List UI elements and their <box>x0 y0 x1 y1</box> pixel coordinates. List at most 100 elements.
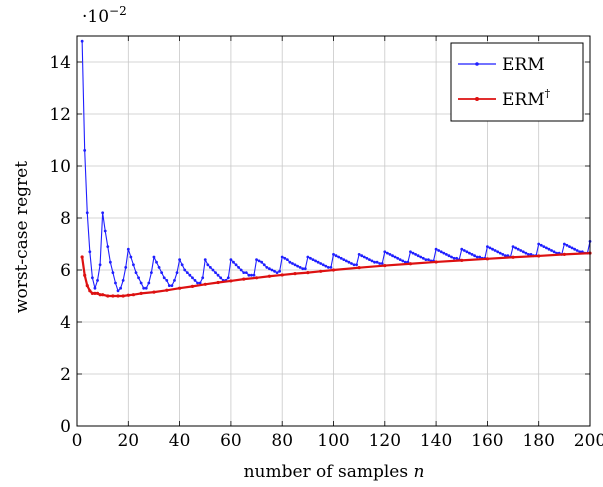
y-tick-label: 14 <box>49 53 71 73</box>
data-point-erm <box>191 276 194 280</box>
data-point-erm <box>537 242 541 246</box>
data-point-erm <box>196 281 199 285</box>
data-point-erm <box>173 279 176 282</box>
data-point-erm <box>352 263 356 267</box>
data-point-erm <box>550 249 553 252</box>
data-point-erm <box>398 258 402 261</box>
data-point-erm <box>493 249 497 252</box>
data-point-erm-dagger <box>383 263 387 268</box>
data-point-erm <box>416 254 420 258</box>
data-point-erm <box>542 245 546 249</box>
data-point-erm-dagger <box>216 280 220 285</box>
data-point-erm-dagger <box>267 274 271 278</box>
data-point-erm-dagger <box>139 291 143 295</box>
data-point-erm <box>229 258 233 261</box>
data-point-erm-dagger <box>88 289 92 293</box>
data-point-erm <box>391 254 394 258</box>
data-point-erm-dagger <box>101 293 105 297</box>
data-point-erm <box>280 255 284 259</box>
data-point-erm <box>203 258 207 261</box>
legend-label-erm-dagger-text: ERM <box>502 90 545 110</box>
data-point-erm <box>439 250 443 254</box>
x-tick-label: 160 <box>471 431 503 451</box>
data-point-erm <box>147 281 151 285</box>
data-point-erm <box>260 260 264 264</box>
data-point-erm <box>193 279 197 282</box>
data-point-erm <box>516 247 520 251</box>
data-point-erm <box>529 253 533 256</box>
data-point-erm <box>167 284 171 287</box>
data-point-erm <box>247 273 251 277</box>
data-point-erm <box>98 263 102 267</box>
data-point-erm <box>288 260 292 264</box>
data-point-erm <box>275 271 279 274</box>
y-tick-label: 10 <box>49 157 71 177</box>
x-tick-label: 200 <box>574 431 603 451</box>
data-point-erm-dagger <box>126 293 130 297</box>
data-point-erm <box>155 260 158 264</box>
x-tick-label: 80 <box>271 431 293 451</box>
data-point-erm <box>273 269 276 273</box>
data-point-erm <box>134 271 138 274</box>
data-point-erm <box>137 276 140 280</box>
data-point-erm <box>96 279 99 282</box>
legend-marker-erm-dagger <box>475 97 479 101</box>
data-point-erm <box>337 255 341 259</box>
series-line-erm-dagger <box>81 252 591 298</box>
data-point-erm <box>370 259 374 263</box>
x-tick-label: 20 <box>117 431 139 451</box>
data-point-erm <box>119 286 123 290</box>
data-point-erm <box>329 266 333 269</box>
legend: ERM ERM† <box>450 42 584 122</box>
data-point-erm <box>414 253 417 256</box>
data-point-erm <box>568 245 571 249</box>
data-point-erm <box>388 253 392 256</box>
data-point-erm <box>350 262 353 265</box>
data-point-erm <box>373 260 376 264</box>
data-point-erm <box>211 268 215 272</box>
data-point-erm <box>419 255 423 259</box>
y-axis-label: worst-case regret <box>12 161 32 313</box>
x-tick-label: 0 <box>72 431 83 451</box>
data-point-erm <box>378 262 382 265</box>
data-point-erm <box>365 256 369 260</box>
data-point-erm <box>257 259 261 263</box>
data-point-erm <box>473 254 476 258</box>
data-point-erm <box>232 260 235 264</box>
data-point-erm <box>157 266 161 269</box>
data-point-erm <box>491 247 494 251</box>
data-point-erm <box>219 276 223 280</box>
data-point-erm <box>444 253 448 256</box>
data-point-erm <box>486 245 489 249</box>
data-point-erm <box>80 39 84 43</box>
data-point-erm-dagger <box>460 258 464 262</box>
data-point-erm-dagger <box>254 276 259 280</box>
data-point-erm <box>506 254 510 258</box>
data-point-erm <box>309 256 312 260</box>
legend-entry-erm: ERM <box>458 55 545 75</box>
data-point-erm-dagger <box>293 272 297 276</box>
data-point-erm <box>291 262 294 265</box>
data-point-erm <box>562 242 566 246</box>
data-point-erm <box>437 249 441 252</box>
x-axis-label-text: number of samples <box>244 462 409 482</box>
data-point-erm <box>293 263 297 267</box>
data-point-erm-dagger <box>116 294 120 298</box>
data-point-erm <box>216 273 220 277</box>
series-erm-dagger <box>80 251 592 298</box>
data-point-erm <box>244 271 248 274</box>
data-point-erm <box>311 258 315 261</box>
data-point-erm-dagger <box>152 290 156 294</box>
data-point-erm <box>527 253 530 256</box>
data-point-erm-dagger <box>331 268 336 272</box>
data-point-erm <box>188 273 192 277</box>
data-point-erm <box>565 243 569 247</box>
legend-label-erm-dagger-sup: † <box>545 87 551 100</box>
data-point-erm <box>139 281 143 285</box>
data-point-erm-dagger <box>106 294 110 298</box>
data-point-erm <box>460 247 464 251</box>
data-point-erm <box>339 256 343 260</box>
data-point-erm-dagger <box>203 282 207 286</box>
data-point-erm-dagger <box>80 255 84 259</box>
